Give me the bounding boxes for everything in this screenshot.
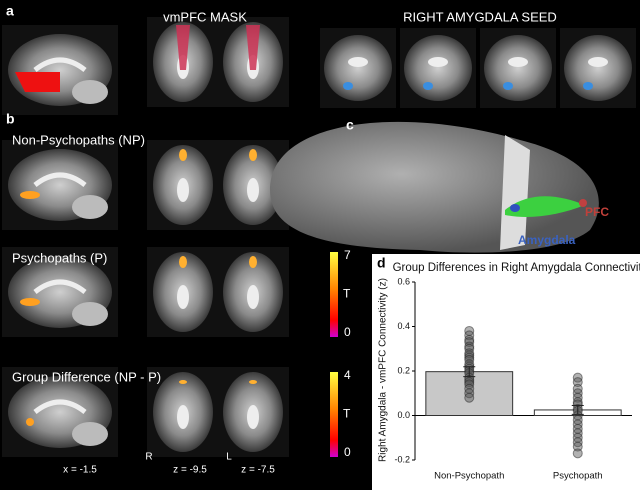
corpus-callosum	[33, 57, 87, 73]
activation	[179, 256, 187, 268]
cerebellum	[72, 80, 108, 104]
coord-label: z = -7.5	[241, 465, 275, 476]
colorbar	[330, 372, 338, 457]
vmpfc-mask	[176, 25, 190, 70]
y-tick-label: 0.4	[397, 321, 410, 331]
activation	[249, 149, 257, 161]
ventricle	[428, 57, 448, 67]
row-title: Psychopaths (P)	[12, 250, 107, 265]
bar	[425, 371, 514, 417]
brain-images: 7T07T04T0	[2, 17, 636, 459]
colorbar-max: 4	[344, 368, 351, 382]
error-bar	[571, 404, 584, 415]
colorbar-max: 7	[344, 248, 351, 262]
subject-point	[464, 392, 475, 403]
colorbar-unit: T	[343, 287, 351, 301]
amygdala-seed	[343, 82, 353, 90]
corpus-callosum	[33, 172, 87, 188]
orientation-label: L	[226, 452, 232, 463]
colorbar-min: 0	[344, 325, 351, 339]
activation	[26, 418, 34, 426]
mask-title: vmPFC MASK	[163, 9, 247, 24]
colorbar-min: 0	[344, 445, 351, 459]
row-title: Group Difference (NP - P)	[12, 369, 161, 384]
corpus-callosum	[33, 399, 87, 415]
cerebellum	[72, 302, 108, 326]
coronal-brain	[324, 35, 392, 101]
pfc-label: PFC	[585, 205, 609, 219]
ventricle	[177, 405, 189, 429]
ventricle	[348, 57, 368, 67]
ventricle	[247, 405, 259, 429]
colorbar	[330, 252, 338, 337]
y-tick-label: 0.6	[397, 276, 410, 286]
subject-point	[572, 448, 583, 459]
activation	[179, 380, 187, 384]
colorbar-unit: T	[343, 407, 351, 421]
seed-title: RIGHT AMYGDALA SEED	[403, 9, 557, 24]
amygdala-label: Amygdala	[518, 233, 576, 247]
amygdala-seed	[423, 82, 433, 90]
amygdala-seed	[503, 82, 513, 90]
y-tick-label: 0.0	[397, 410, 410, 420]
amygdala-seed	[583, 82, 593, 90]
activation	[20, 191, 40, 199]
vmpfc-mask	[246, 25, 260, 70]
row-title: Non-Psychopaths (NP)	[12, 132, 145, 147]
x-tick-label: Psychopath	[553, 471, 603, 482]
error-bar	[463, 366, 476, 378]
x-tick-label: Non-Psychopath	[434, 471, 504, 482]
bar-chart: -0.2 0.0 0.2 0.4 0.6 Non-Psychopath Psychopath	[394, 276, 632, 482]
ventricle	[588, 57, 608, 67]
panel-label: c	[346, 117, 354, 133]
activation	[20, 298, 40, 306]
coronal-brain	[404, 35, 472, 101]
corpus-callosum	[33, 279, 87, 295]
ventricle	[247, 285, 259, 309]
amygdala-blob	[510, 204, 520, 212]
y-axis-label: Right Amygdala - vmPFC Connectivity (z)	[378, 278, 389, 462]
panel-label: d	[377, 255, 386, 271]
y-tick-label: -0.2	[394, 454, 410, 464]
vmpfc-mask	[15, 72, 60, 92]
ventricle	[508, 57, 528, 67]
coord-label: x = -1.5	[63, 465, 97, 476]
ventricle	[177, 285, 189, 309]
cut-plane	[500, 135, 530, 250]
coronal-brain	[564, 35, 632, 101]
chart-title: Group Differences in Right Amygdala Conn…	[393, 262, 640, 274]
y-tick-label: 0.2	[397, 365, 410, 375]
panel-label: a	[6, 3, 14, 19]
ventricle	[247, 178, 259, 202]
coronal-brain	[484, 35, 552, 101]
ventricle	[177, 178, 189, 202]
cerebellum	[72, 195, 108, 219]
pfc-marker	[579, 199, 587, 207]
coord-label: z = -9.5	[173, 465, 207, 476]
activation	[179, 149, 187, 161]
cerebellum	[72, 422, 108, 446]
orientation-label: R	[145, 452, 152, 463]
activation	[249, 256, 257, 268]
panel-label: b	[6, 111, 15, 127]
activation	[249, 380, 257, 384]
fiber-tract	[505, 196, 585, 217]
